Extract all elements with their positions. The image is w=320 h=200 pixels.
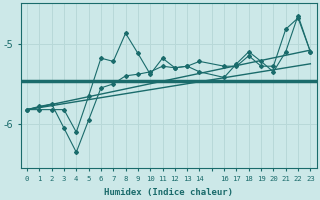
- X-axis label: Humidex (Indice chaleur): Humidex (Indice chaleur): [104, 188, 233, 197]
